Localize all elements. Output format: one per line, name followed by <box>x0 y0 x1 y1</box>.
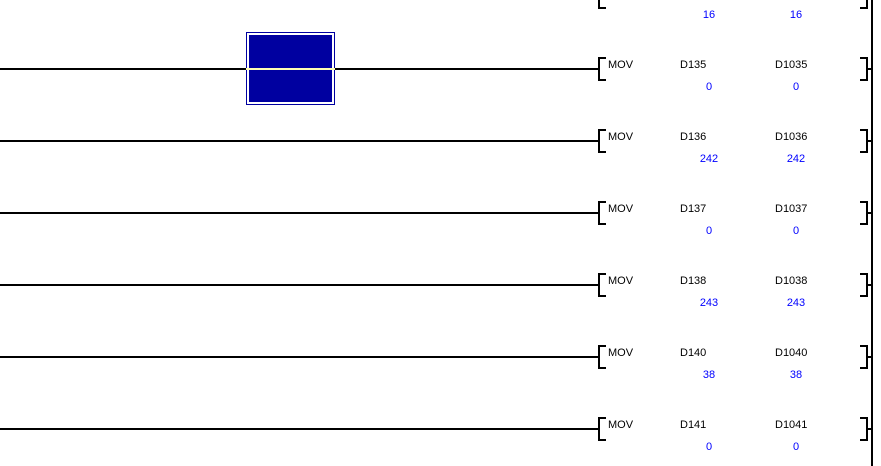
source-operand[interactable]: D136 <box>680 131 707 143</box>
instruction-mnemonic[interactable]: MOV <box>608 275 634 287</box>
right-rail-stub <box>866 68 872 70</box>
right-rail-stub <box>866 140 872 142</box>
instruction-mnemonic[interactable]: MOV <box>608 419 634 431</box>
right-rail-stub <box>866 212 872 214</box>
source-monitor-value: 0 <box>705 441 713 453</box>
instruction-open-bracket <box>598 0 606 9</box>
destination-operand[interactable]: D1038 <box>775 275 808 287</box>
right-rail-stub <box>866 356 872 358</box>
selection-cursor[interactable] <box>246 32 335 105</box>
rung-wire <box>0 284 598 286</box>
instruction-mnemonic[interactable]: MOV <box>608 59 634 71</box>
right-rail-stub <box>866 284 872 286</box>
source-operand[interactable]: D137 <box>680 203 707 215</box>
instruction-open-bracket <box>598 345 606 369</box>
source-monitor-value: 242 <box>699 153 719 165</box>
right-power-rail <box>871 0 873 466</box>
rung-wire <box>0 356 598 358</box>
source-monitor-value: 38 <box>702 369 716 381</box>
source-monitor-value: 0 <box>705 225 713 237</box>
instruction-open-bracket <box>598 201 606 225</box>
destination-operand[interactable]: D1037 <box>775 203 808 215</box>
instruction-mnemonic[interactable]: MOV <box>608 203 634 215</box>
ladder-rung-row: MOV D136 D1036 242 242 <box>0 105 881 177</box>
destination-monitor-value: 16 <box>789 9 803 21</box>
destination-monitor-value: 0 <box>792 81 800 93</box>
destination-monitor-value: 242 <box>786 153 806 165</box>
ladder-rung-row: MOV D138 D1038 243 243 <box>0 249 881 321</box>
source-monitor-value: 16 <box>702 9 716 21</box>
instruction-open-bracket <box>598 417 606 441</box>
destination-monitor-value: 38 <box>789 369 803 381</box>
source-monitor-value: 243 <box>699 297 719 309</box>
ladder-rung-row: MOV D135 D1035 0 0 <box>0 33 881 105</box>
right-rail-stub <box>866 428 872 430</box>
destination-monitor-value: 243 <box>786 297 806 309</box>
destination-monitor-value: 0 <box>792 225 800 237</box>
instruction-mnemonic[interactable]: MOV <box>608 347 634 359</box>
instruction-mnemonic[interactable]: MOV <box>608 131 634 143</box>
ladder-rung-row: MOV D137 D1037 0 0 <box>0 177 881 249</box>
destination-monitor-value: 0 <box>792 441 800 453</box>
selection-wire-segment <box>246 68 335 70</box>
destination-operand[interactable]: D1041 <box>775 419 808 431</box>
source-operand[interactable]: D138 <box>680 275 707 287</box>
instruction-open-bracket <box>598 273 606 297</box>
instruction-close-bracket <box>860 0 868 9</box>
rung-wire <box>0 428 598 430</box>
ladder-rung-row: MOV D141 D1041 0 0 <box>0 393 881 465</box>
source-operand[interactable]: D140 <box>680 347 707 359</box>
instruction-open-bracket <box>598 57 606 81</box>
ladder-rung-row: 16 16 <box>0 0 881 33</box>
source-operand[interactable]: D135 <box>680 59 707 71</box>
destination-operand[interactable]: D1036 <box>775 131 808 143</box>
rung-wire <box>0 140 598 142</box>
ladder-rung-row: MOV D140 D1040 38 38 <box>0 321 881 393</box>
rung-wire <box>0 212 598 214</box>
destination-operand[interactable]: D1040 <box>775 347 808 359</box>
destination-operand[interactable]: D1035 <box>775 59 808 71</box>
instruction-open-bracket <box>598 129 606 153</box>
source-monitor-value: 0 <box>705 81 713 93</box>
source-operand[interactable]: D141 <box>680 419 707 431</box>
